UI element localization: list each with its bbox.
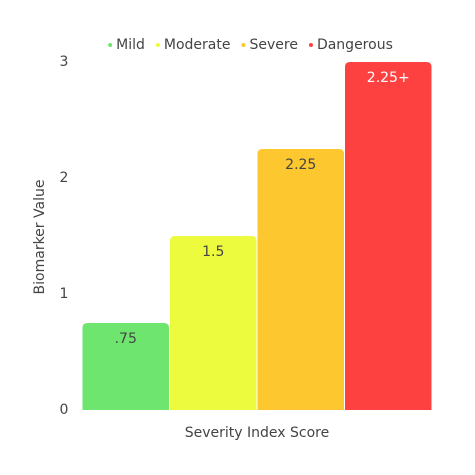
data-label: 2.25 [285, 157, 316, 173]
y-tick-label: 2 [60, 170, 69, 186]
legend-marker [241, 43, 246, 47]
data-label: 1.5 [202, 244, 224, 260]
legend-marker [155, 43, 160, 47]
bar [82, 323, 169, 410]
data-label: .75 [115, 331, 137, 347]
data-label: 2.25+ [367, 70, 410, 86]
y-tick-label: 0 [60, 402, 69, 418]
legend-label: Severe [249, 37, 297, 53]
legend-marker [308, 43, 313, 47]
y-axis-label: Biomarker Value [32, 180, 48, 295]
y-tick-label: 1 [60, 286, 69, 302]
legend-label: Dangerous [317, 37, 393, 53]
legend-label: Mild [116, 37, 145, 53]
bar [345, 62, 432, 410]
bar [257, 149, 344, 410]
legend-label: Moderate [164, 37, 231, 53]
x-axis-label: Severity Index Score [185, 425, 329, 441]
bar [170, 236, 257, 410]
y-tick-label: 3 [60, 54, 69, 70]
legend-marker [108, 43, 113, 47]
legend: Mild Moderate Severe Dangerous [108, 37, 393, 53]
